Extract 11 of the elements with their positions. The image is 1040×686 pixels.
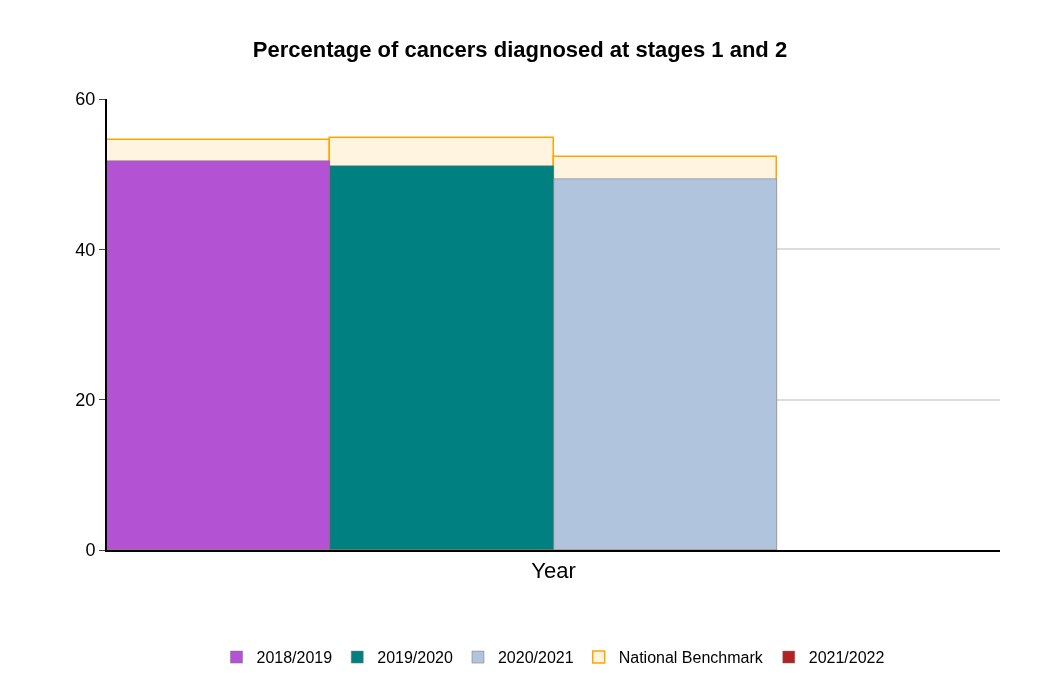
legend-label: 2019/2020 [377, 649, 453, 667]
legend-label: 2018/2019 [256, 649, 333, 667]
y-tick-label: 60 [75, 89, 96, 110]
legend-label: National Benchmark [618, 649, 764, 667]
y-tick-label: 40 [75, 239, 96, 260]
x-axis-title: Year [531, 557, 576, 583]
y-tick-label: 20 [75, 389, 96, 410]
legend-label: 2020/2021 [497, 649, 574, 667]
y-tick-label: 0 [85, 540, 96, 561]
legend-label: 2021/2022 [808, 649, 885, 667]
chart-title: Percentage of cancers diagnosed at stages 1 and 2 [252, 36, 788, 62]
